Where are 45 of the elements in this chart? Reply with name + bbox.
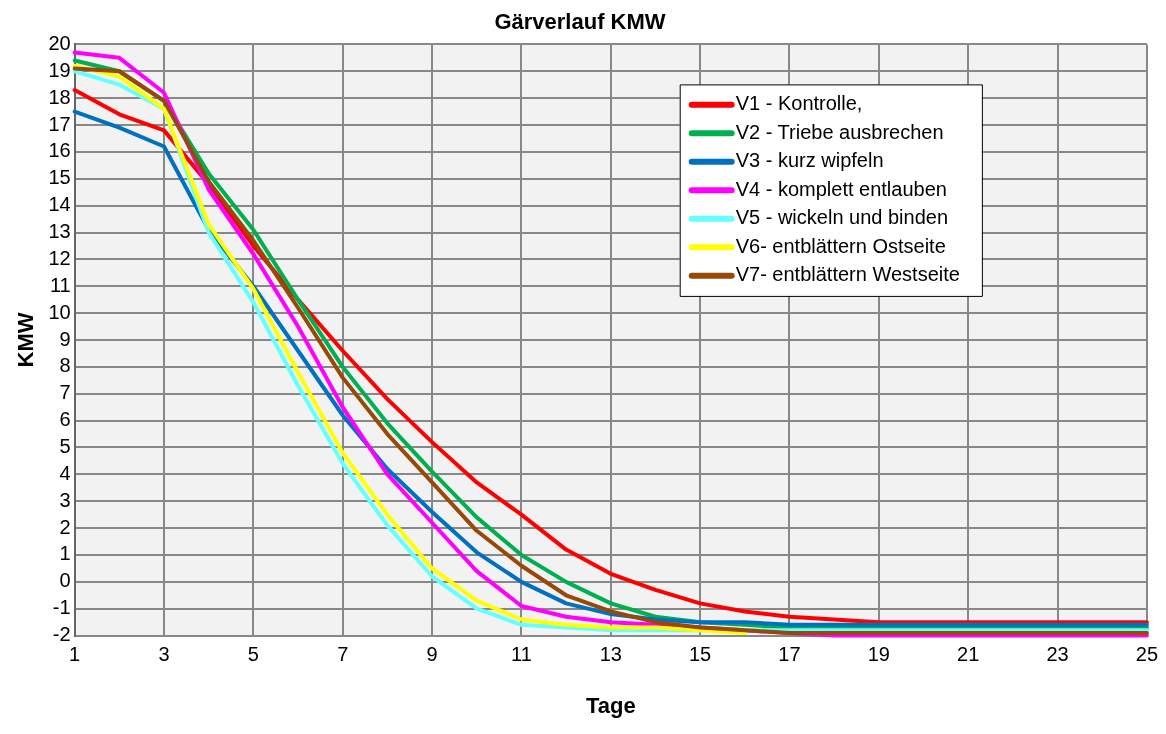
y-tick-label: 18 — [48, 85, 71, 108]
x-axis-title: Tage — [585, 692, 636, 718]
y-tick-label: -2 — [52, 623, 71, 646]
y-tick-label: 2 — [59, 515, 71, 538]
x-tick-label: 21 — [957, 643, 980, 666]
y-tick-label: 15 — [48, 166, 71, 189]
x-tick-label: 17 — [778, 643, 801, 666]
legend-label: V1 - Kontrolle, — [735, 92, 863, 115]
x-tick-label: 5 — [247, 643, 259, 666]
y-tick-label: -1 — [52, 596, 71, 619]
chart-title: Gärverlauf KMW — [494, 9, 666, 35]
y-tick-label: 20 — [48, 31, 71, 54]
x-tick-label: 23 — [1046, 643, 1069, 666]
y-tick-label: 7 — [59, 381, 71, 404]
x-tick-label: 19 — [867, 643, 890, 666]
y-tick-label: 9 — [59, 327, 71, 350]
legend-label: V6- entblättern Ostseite — [735, 234, 946, 257]
x-tick-label: 11 — [511, 643, 532, 666]
y-tick-label: 10 — [48, 300, 71, 323]
y-tick-label: 5 — [59, 435, 71, 458]
y-tick-label: 13 — [48, 220, 71, 243]
legend-label: V5 - wickeln und binden — [735, 206, 949, 229]
legend-label: V2 - Triebe ausbrechen — [735, 120, 944, 143]
y-tick-label: 4 — [59, 461, 71, 484]
y-tick-label: 3 — [59, 488, 71, 511]
y-tick-label: 6 — [59, 408, 71, 431]
legend-label: V7- entblättern Westseite — [735, 263, 960, 286]
x-tick-label: 3 — [158, 643, 170, 666]
x-tick-label: 25 — [1135, 643, 1158, 666]
x-tick-label: 13 — [599, 643, 622, 666]
x-tick-label: 7 — [337, 643, 349, 666]
y-tick-label: 12 — [48, 246, 71, 269]
y-tick-label: 17 — [48, 112, 71, 135]
x-tick-label: 15 — [688, 643, 712, 666]
y-tick-label: 19 — [48, 58, 71, 81]
x-tick-label: 9 — [426, 643, 438, 666]
y-tick-label: 1 — [59, 542, 71, 565]
y-tick-label: 8 — [59, 354, 71, 377]
legend-label: V3 - kurz wipfeln — [735, 149, 884, 172]
y-tick-label: 14 — [48, 193, 71, 216]
legend-label: V4 - komplett entlauben — [735, 177, 947, 200]
y-tick-label: 0 — [59, 569, 71, 592]
y-axis-title: KMW — [13, 312, 39, 368]
y-tick-label: 11 — [49, 273, 71, 296]
y-tick-label: 16 — [48, 139, 71, 162]
